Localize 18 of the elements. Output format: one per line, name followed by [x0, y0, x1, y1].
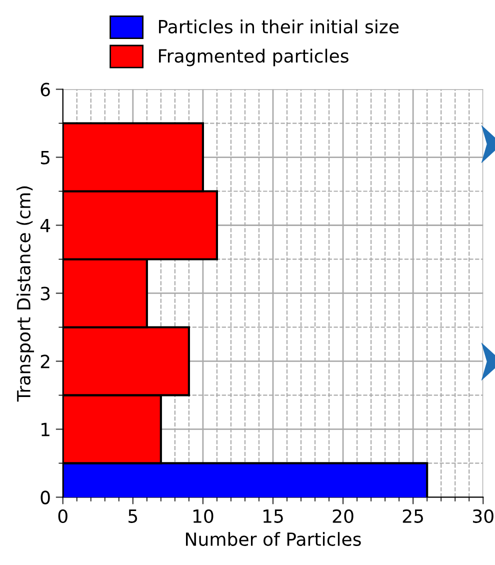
x-tick-label: 15: [263, 510, 283, 523]
x-tick-label: 0: [58, 509, 68, 523]
y-tick-label: 3: [40, 286, 50, 300]
x-tick-label: 20: [332, 509, 354, 523]
x-axis-title: Number of Particles: [186, 532, 361, 546]
y-axis-title: Transport Distance (cm): [16, 186, 34, 402]
y-tick-label: 0: [40, 490, 50, 504]
x-tick-label: 30: [473, 509, 494, 523]
y-tick-label: 2: [40, 354, 50, 368]
legend-label: Particles in their initial size: [159, 20, 399, 34]
y-tick-label: 6: [40, 82, 50, 96]
legend-label: Fragmented particles: [159, 48, 348, 66]
x-tick-label: 10: [193, 509, 214, 523]
x-tick-label: 25: [402, 509, 423, 523]
y-tick-label: 4: [40, 218, 50, 232]
x-tick-label: 5: [128, 510, 138, 523]
y-tick-label: 1: [42, 422, 50, 436]
y-tick-label: 5: [40, 150, 50, 164]
